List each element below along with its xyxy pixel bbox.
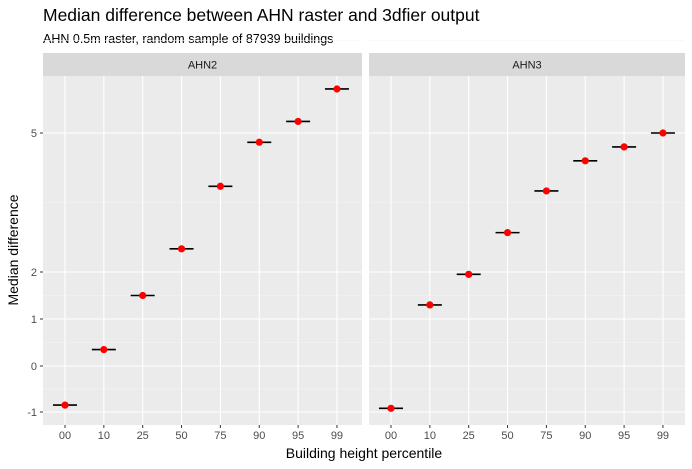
y-tick-label: 1 xyxy=(31,314,37,326)
panel-background xyxy=(369,76,685,425)
facet-strip xyxy=(369,53,685,76)
data-point xyxy=(503,229,512,237)
chart-subtitle: AHN 0.5m raster, random sample of 87939 … xyxy=(43,32,334,46)
y-tick-label: 5 xyxy=(31,128,37,140)
data-point xyxy=(294,117,302,126)
data-point xyxy=(333,85,341,93)
data-point xyxy=(61,401,69,409)
data-point xyxy=(177,245,186,253)
data-point xyxy=(100,345,108,354)
panel-background xyxy=(43,76,362,425)
x-tick-label: 10 xyxy=(424,430,436,442)
data-point xyxy=(387,404,395,412)
data-point xyxy=(581,157,589,165)
y-tick-label: 0 xyxy=(31,361,37,373)
data-point xyxy=(216,182,224,190)
x-tick-label: 00 xyxy=(385,430,397,442)
data-point xyxy=(620,143,628,151)
data-point xyxy=(139,291,147,300)
x-tick-label: 99 xyxy=(331,430,343,442)
facet-strip xyxy=(43,53,362,76)
y-tick-label: 2 xyxy=(31,267,37,279)
data-point xyxy=(255,138,263,146)
y-axis-title: Median difference xyxy=(5,194,21,305)
x-tick-label: 99 xyxy=(657,430,669,442)
x-tick-label: 95 xyxy=(292,430,304,442)
y-tick-label: -1 xyxy=(27,407,37,419)
x-tick-label: 90 xyxy=(253,430,265,442)
x-tick-label: 90 xyxy=(579,430,591,442)
chart-title: Median difference between AHN raster and… xyxy=(43,5,480,25)
facet-strip-label: AHN3 xyxy=(512,60,541,72)
x-tick-label: 75 xyxy=(540,430,552,442)
data-point xyxy=(542,187,551,195)
x-tick-label: 95 xyxy=(618,430,630,442)
x-tick-label: 25 xyxy=(463,430,475,442)
data-point xyxy=(426,301,434,309)
x-axis-title: Building height percentile xyxy=(286,445,443,461)
x-tick-label: 25 xyxy=(137,430,149,442)
x-tick-label: 50 xyxy=(175,430,187,442)
data-point xyxy=(659,129,667,137)
x-tick-label: 10 xyxy=(98,430,110,442)
data-point xyxy=(465,270,473,278)
x-tick-label: 75 xyxy=(214,430,226,442)
x-tick-label: 00 xyxy=(59,430,71,442)
facet-strip-label: AHN2 xyxy=(188,60,217,72)
x-tick-label: 50 xyxy=(501,430,513,442)
